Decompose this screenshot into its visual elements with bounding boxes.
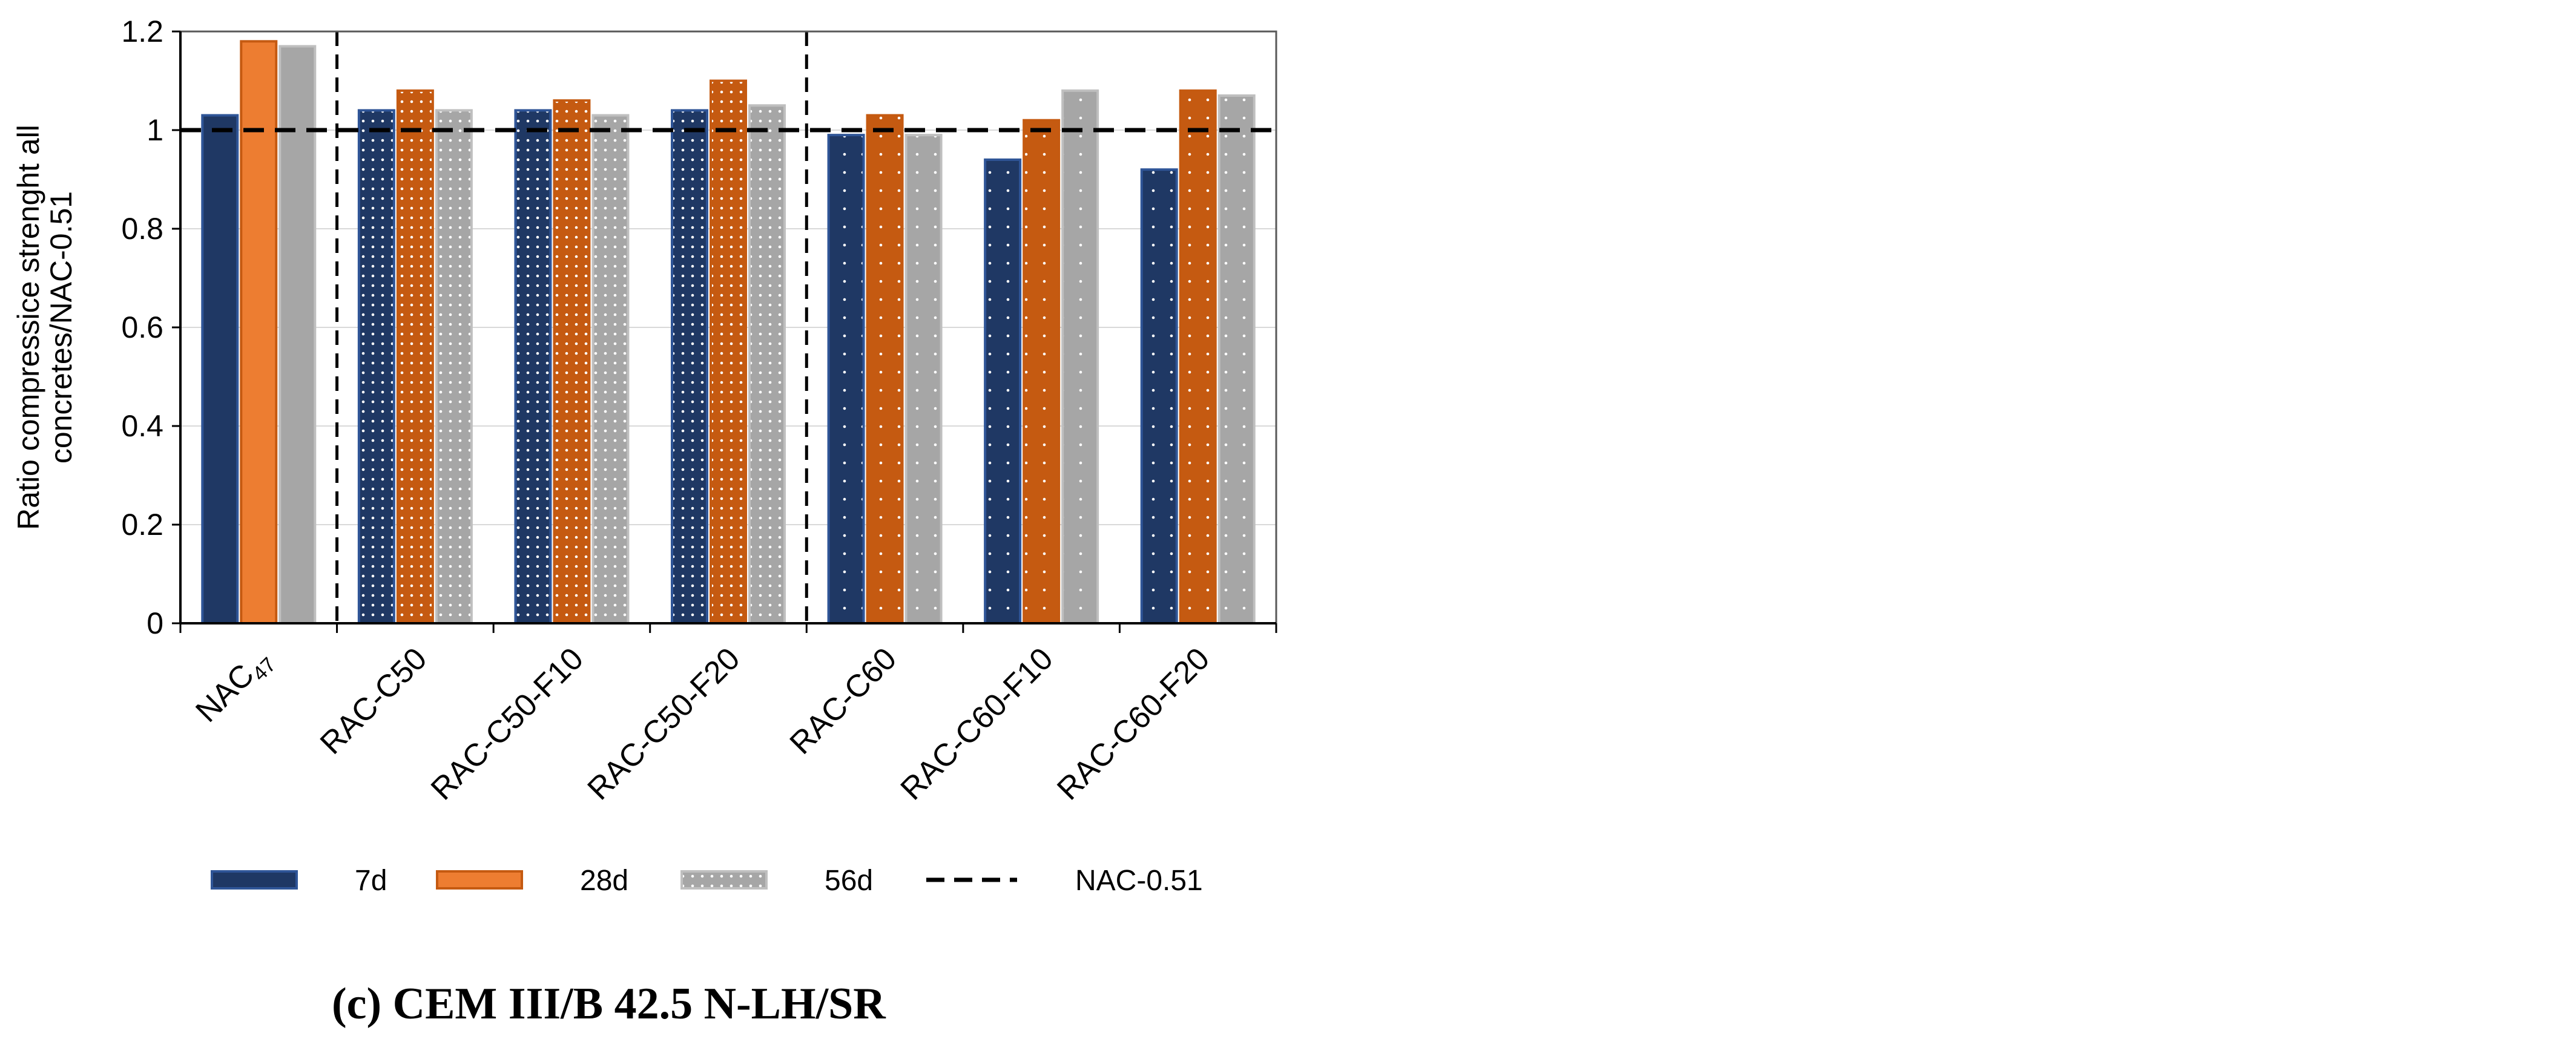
bar-56d-5: [1061, 89, 1099, 625]
bar-28d-1: [396, 89, 434, 625]
bar-7d-0: [201, 114, 239, 625]
bar-28d-0: [240, 40, 278, 625]
legend-label-reference: NAC-0.51: [1075, 865, 1203, 897]
y-tick-label-3: 0.6: [121, 310, 163, 344]
bar-56d-6: [1217, 94, 1256, 624]
bar-7d-2: [514, 109, 552, 624]
legend-swatch-28d: [436, 870, 523, 890]
bar-28d-5: [1023, 119, 1061, 624]
figure-caption: (c) CEM III/B 42.5 N-LH/SR: [332, 979, 886, 1029]
bar-28d-4: [866, 114, 904, 625]
bar-7d-1: [357, 109, 395, 624]
bar-28d-6: [1179, 89, 1217, 625]
y-tick-label-0: 0: [147, 606, 163, 640]
bar-56d-0: [278, 45, 317, 624]
bar-56d-4: [904, 134, 943, 624]
x-tick-label-2: RAC-C50-F10: [424, 641, 590, 807]
x-tick-label-1: RAC-C50: [314, 641, 433, 761]
legend-label-56d: 56d: [825, 865, 873, 897]
x-tick-label-3: RAC-C50-F20: [581, 641, 747, 807]
x-tick-label-4: RAC-C60: [783, 641, 903, 761]
bar-7d-5: [984, 158, 1022, 624]
bar-7d-6: [1140, 168, 1178, 624]
bar-56d-3: [748, 104, 786, 624]
group-dividers: [335, 31, 808, 623]
y-tick-label-6: 1.2: [121, 15, 163, 48]
legend-label-7d: 7d: [355, 865, 387, 897]
y-tick-label-4: 0.8: [121, 212, 163, 246]
bar-7d-4: [827, 134, 865, 624]
bars: [201, 40, 1256, 625]
bar-28d-2: [553, 99, 591, 625]
axes: [172, 30, 1277, 633]
x-tick-label-6: RAC-C60-F20: [1050, 641, 1216, 807]
y-axis-label-line1: Ratio compressice strenght all: [12, 125, 45, 530]
y-axis-label-line2: concretes/NAC-0.51: [44, 191, 78, 464]
bar-56d-2: [591, 114, 630, 625]
y-tick-label-5: 1: [147, 113, 163, 147]
x-tick-label-0: NAC47: [189, 641, 280, 732]
y-tick-label-2: 0.4: [121, 409, 163, 443]
legend-swatch-7d: [211, 870, 298, 890]
legend: 7d 28d 56d NAC-0.51: [211, 865, 1203, 897]
bar-28d-3: [710, 79, 747, 624]
legend-swatch-56d: [680, 870, 768, 890]
bar-7d-3: [671, 109, 708, 624]
x-tick-label-5: RAC-C60-F10: [894, 641, 1060, 807]
bar-56d-1: [435, 109, 473, 624]
y-tick-labels: 0 0.2 0.4 0.6 0.8 1 1.2: [121, 15, 163, 640]
legend-label-28d: 28d: [580, 865, 628, 897]
y-tick-label-1: 0.2: [121, 508, 163, 542]
